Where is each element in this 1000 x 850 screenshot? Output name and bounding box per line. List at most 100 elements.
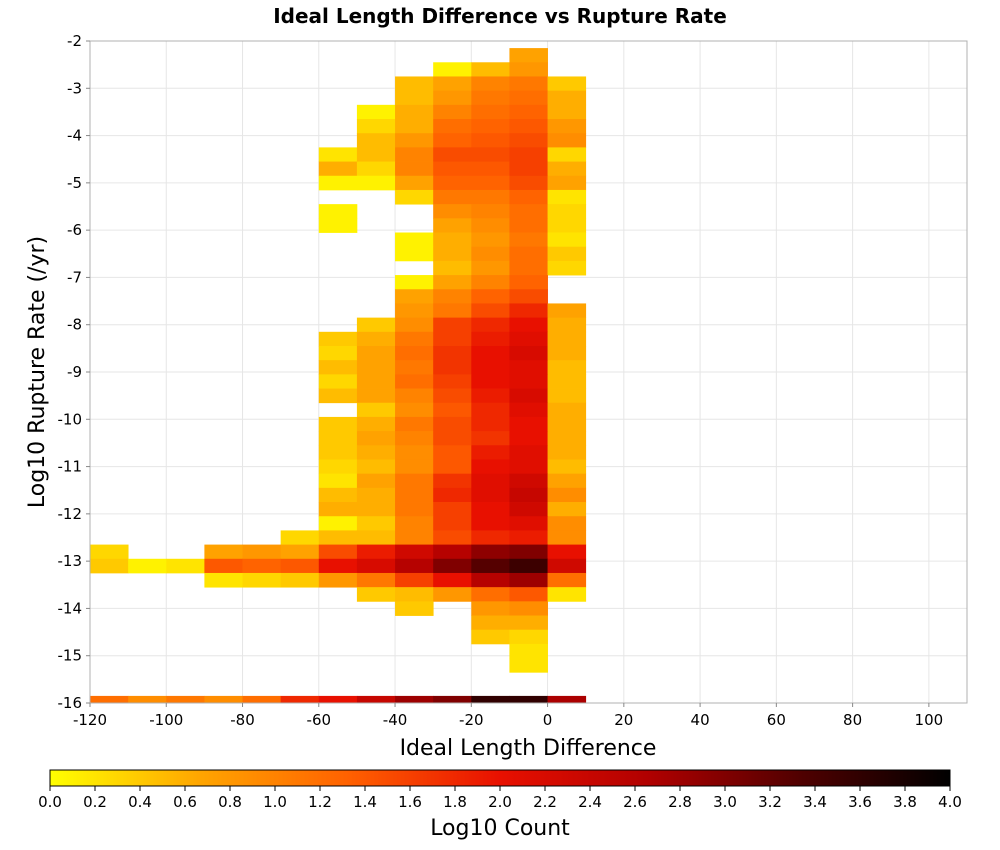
heatmap-cell bbox=[509, 459, 548, 475]
heatmap-cell bbox=[395, 572, 434, 588]
heatmap-cell bbox=[395, 275, 434, 290]
heatmap-cell bbox=[471, 445, 510, 460]
heatmap-cell bbox=[395, 76, 434, 92]
y-tick-label: -2 bbox=[67, 32, 82, 50]
heatmap-cell bbox=[395, 516, 434, 531]
heatmap-cell bbox=[433, 331, 472, 347]
chart-title: Ideal Length Difference vs Rupture Rate bbox=[273, 4, 727, 28]
heatmap-cell bbox=[395, 374, 434, 389]
colorbar-tick-label: 0.6 bbox=[173, 793, 197, 811]
heatmap-cell bbox=[471, 360, 510, 375]
heatmap-cell bbox=[395, 289, 434, 304]
heatmap-cell bbox=[395, 331, 434, 347]
heatmap-cell bbox=[433, 402, 472, 418]
x-tick-label: 20 bbox=[614, 711, 633, 729]
heatmap-cell bbox=[547, 558, 587, 574]
heatmap-cell bbox=[242, 544, 282, 560]
heatmap-cell bbox=[242, 558, 282, 574]
heatmap-cell bbox=[471, 260, 510, 276]
heatmap-cell bbox=[471, 303, 510, 319]
heatmap-cell bbox=[471, 275, 510, 290]
heatmap-cell bbox=[395, 161, 434, 177]
y-tick-label: -12 bbox=[58, 505, 83, 523]
heatmap-cell bbox=[242, 695, 282, 704]
heatmap-cell bbox=[166, 558, 205, 574]
heatmap-cell bbox=[356, 175, 396, 191]
y-tick-label: -5 bbox=[67, 174, 82, 192]
heatmap-cell bbox=[471, 629, 510, 645]
heatmap-cell bbox=[433, 104, 472, 120]
heatmap-cell bbox=[433, 275, 472, 290]
heatmap-cell bbox=[471, 204, 510, 219]
y-tick-label: -9 bbox=[67, 363, 82, 381]
heatmap-cell bbox=[204, 544, 243, 560]
heatmap-cell bbox=[433, 374, 472, 389]
heatmap-cell bbox=[547, 133, 587, 148]
heatmap-cell bbox=[318, 218, 358, 233]
heatmap-cell bbox=[395, 530, 434, 545]
heatmap-cell bbox=[471, 516, 510, 531]
heatmap-cell bbox=[509, 431, 548, 446]
heatmap-cell bbox=[471, 232, 510, 248]
y-tick-label: -4 bbox=[67, 127, 82, 145]
heatmap-cell bbox=[433, 246, 472, 262]
heatmap-cell bbox=[547, 90, 587, 106]
heatmap-cell bbox=[471, 487, 510, 503]
colorbar-tick-label: 3.0 bbox=[713, 793, 737, 811]
heatmap-cell bbox=[547, 345, 587, 361]
heatmap-cell bbox=[395, 416, 434, 432]
colorbar-title: Log10 Count bbox=[430, 816, 570, 841]
x-tick-label: -40 bbox=[383, 711, 408, 729]
heatmap-cell bbox=[433, 189, 472, 205]
heatmap-cell bbox=[509, 558, 548, 574]
heatmap-cell bbox=[509, 119, 548, 134]
heatmap-cell bbox=[509, 260, 548, 276]
heatmap-cell bbox=[471, 246, 510, 262]
heatmap-cell bbox=[547, 402, 587, 418]
heatmap-cell bbox=[433, 360, 472, 375]
heatmap-cell bbox=[547, 572, 587, 588]
heatmap-cell bbox=[318, 161, 358, 177]
heatmap-cell bbox=[471, 345, 510, 361]
heatmap-cell bbox=[318, 431, 358, 446]
heatmap-cell bbox=[356, 345, 396, 361]
heatmap-cell bbox=[547, 416, 587, 432]
heatmap-cell bbox=[356, 104, 396, 120]
heatmap-cell bbox=[395, 388, 434, 404]
heatmap-cell bbox=[395, 90, 434, 106]
heatmap-cell bbox=[509, 246, 548, 262]
y-tick-label: -10 bbox=[58, 410, 83, 428]
y-tick-label: -13 bbox=[58, 552, 83, 570]
heatmap-cell bbox=[471, 572, 510, 588]
heatmap-cell bbox=[547, 459, 587, 475]
heatmap-cell bbox=[471, 374, 510, 389]
heatmap-cell bbox=[433, 516, 472, 531]
heatmap-cell bbox=[318, 204, 358, 219]
heatmap-cell bbox=[318, 572, 358, 588]
heatmap-cell bbox=[433, 445, 472, 460]
heatmap-cell bbox=[547, 587, 587, 602]
colorbar-tick-label: 1.6 bbox=[398, 793, 422, 811]
heatmap-cell bbox=[433, 558, 472, 574]
heatmap-cell bbox=[280, 558, 320, 574]
heatmap-cell bbox=[509, 218, 548, 233]
heatmap-cell bbox=[547, 260, 587, 276]
heatmap-cell bbox=[128, 558, 167, 574]
heatmap-cell bbox=[356, 416, 396, 432]
heatmap-cell bbox=[471, 133, 510, 148]
heatmap-cell bbox=[395, 402, 434, 418]
heatmap-cell bbox=[356, 558, 396, 574]
heatmap-cell bbox=[395, 487, 434, 503]
heatmap-cell bbox=[547, 516, 587, 531]
heatmap-cell bbox=[547, 218, 587, 233]
heatmap-cell bbox=[547, 232, 587, 248]
y-axis-title: Log10 Rupture Rate (/yr) bbox=[25, 236, 50, 508]
heatmap-cell bbox=[395, 104, 434, 120]
heatmap-cell bbox=[509, 189, 548, 205]
colorbar-tick-label: 0.2 bbox=[83, 793, 107, 811]
heatmap-cell bbox=[547, 147, 587, 162]
heatmap-cell bbox=[509, 695, 548, 704]
heatmap-cell bbox=[433, 695, 472, 704]
heatmap-cell bbox=[433, 76, 472, 92]
